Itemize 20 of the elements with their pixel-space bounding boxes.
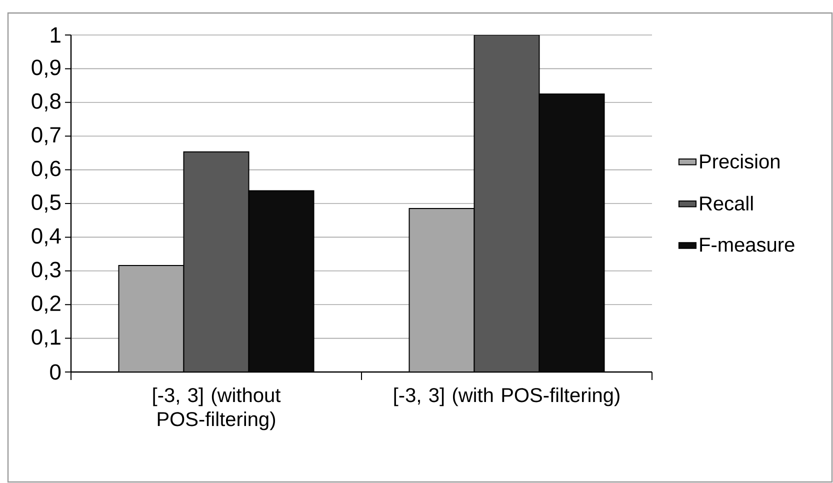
x-tick-label: [-3, 3] (without POS-filtering) <box>153 388 281 430</box>
bar <box>538 93 605 372</box>
y-tick-label: 0,3 <box>32 262 61 280</box>
y-tick-label: 0,1 <box>32 329 60 348</box>
y-tick-label: 1 <box>50 27 60 43</box>
y-tick-label: 0,4 <box>32 228 61 246</box>
y-tick-label: 0,7 <box>32 127 60 146</box>
legend-label: Precision <box>700 154 780 169</box>
legend-label: Recall <box>700 196 753 211</box>
y-tick-label: 0,5 <box>32 194 61 213</box>
y-tick-label: 0,8 <box>32 93 61 112</box>
bar <box>474 35 540 372</box>
y-tick-label: 0 <box>50 364 61 380</box>
y-tick-label: 0,6 <box>32 160 61 179</box>
bar <box>183 151 250 372</box>
y-tick-label: 0,2 <box>32 296 60 314</box>
y-tick-label: 0,9 <box>32 60 60 78</box>
legend-label: F-measure <box>700 238 794 252</box>
x-tick-label: [-3, 3] (with POS-filtering) <box>394 388 620 406</box>
bar <box>248 190 314 372</box>
